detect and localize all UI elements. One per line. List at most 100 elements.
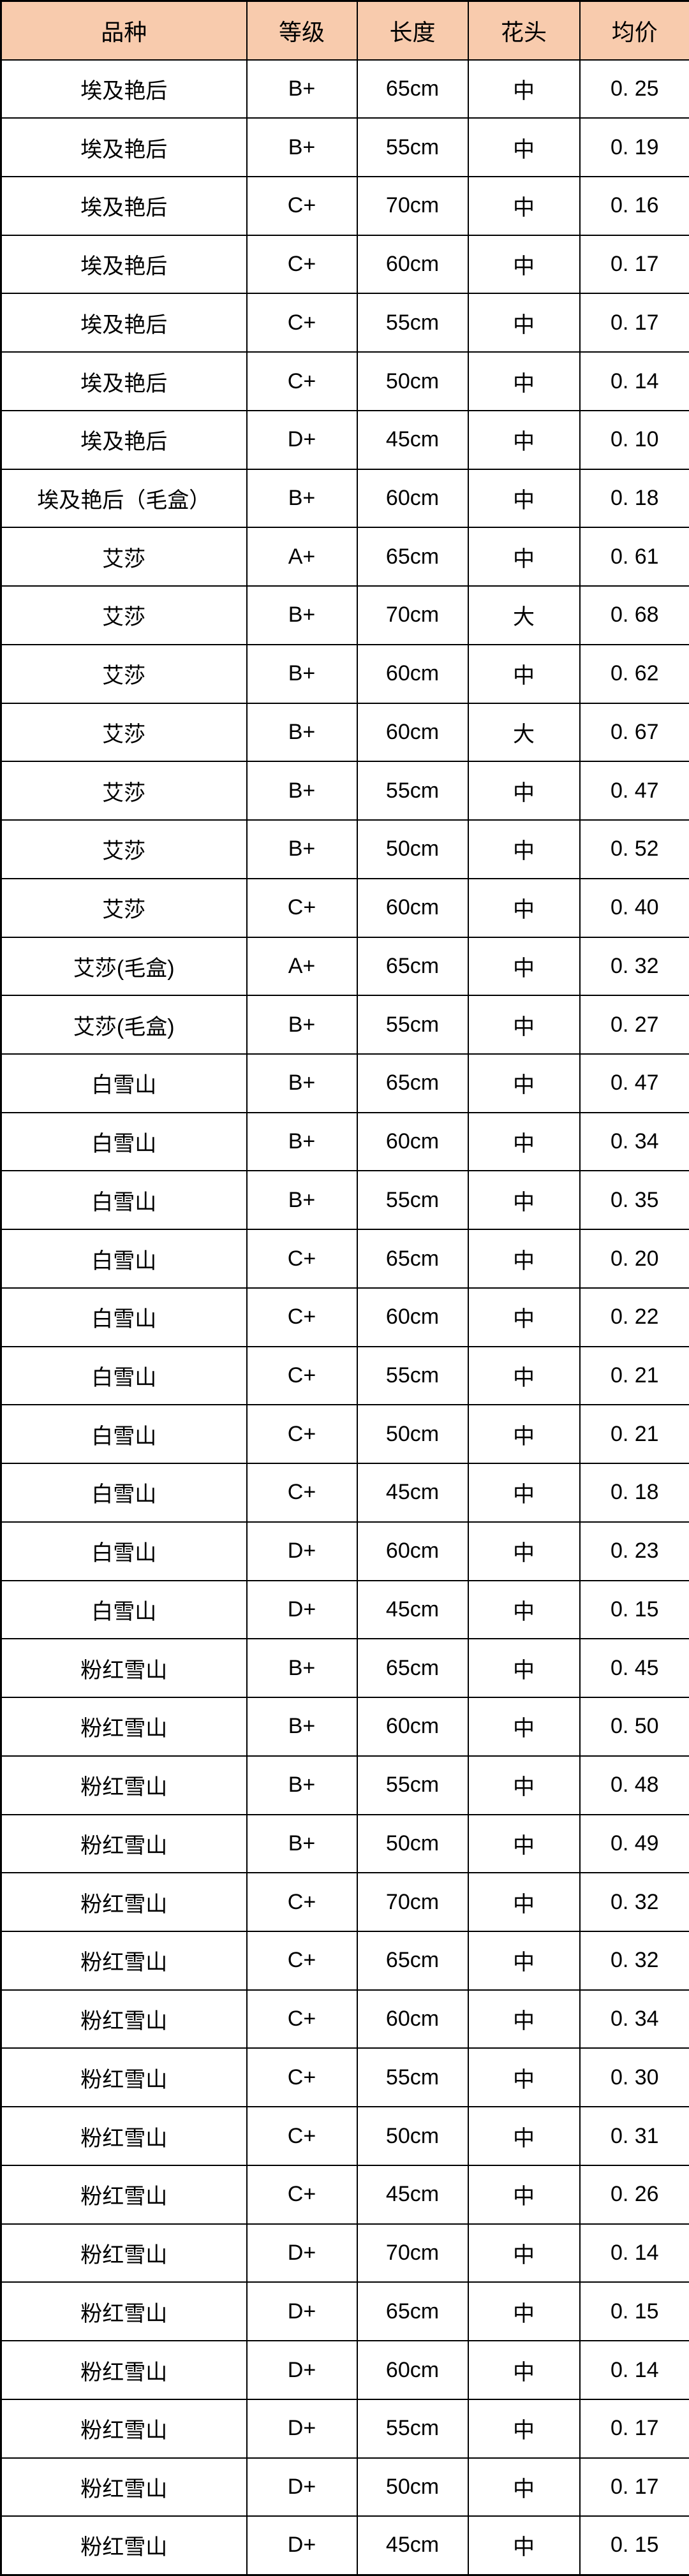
cell-variety: 粉红雪山 [1,2516,247,2575]
cell-avg-price: 0. 32 [580,1931,689,1990]
cell-length: 60cm [357,235,468,294]
cell-variety: 粉红雪山 [1,2341,247,2399]
cell-variety: 艾莎(毛盒) [1,995,247,1054]
cell-grade: D+ [247,2224,357,2283]
cell-grade: B+ [247,761,357,820]
cell-length: 45cm [357,2165,468,2224]
cell-variety: 埃及艳后 [1,60,247,119]
cell-length: 55cm [357,293,468,352]
cell-avg-price: 0. 45 [580,1639,689,1697]
cell-length: 60cm [357,703,468,762]
cell-variety: 白雪山 [1,1522,247,1581]
cell-variety: 粉红雪山 [1,2107,247,2165]
cell-avg-price: 0. 52 [580,820,689,879]
cell-grade: B+ [247,1054,357,1113]
cell-grade: C+ [247,2165,357,2224]
cell-grade: C+ [247,177,357,235]
cell-length: 65cm [357,1639,468,1697]
cell-length: 45cm [357,2516,468,2575]
cell-avg-price: 0. 34 [580,1113,689,1171]
cell-grade: C+ [247,2107,357,2165]
cell-avg-price: 0. 18 [580,469,689,528]
cell-length: 50cm [357,352,468,411]
cell-flower-head: 中 [468,1990,580,2049]
cell-avg-price: 0. 17 [580,293,689,352]
cell-length: 60cm [357,2341,468,2399]
cell-avg-price: 0. 10 [580,411,689,469]
cell-grade: B+ [247,995,357,1054]
cell-grade: C+ [247,1405,357,1463]
cell-variety: 艾莎(毛盒) [1,937,247,996]
cell-variety: 埃及艳后 [1,118,247,177]
cell-variety: 粉红雪山 [1,2165,247,2224]
cell-flower-head: 中 [468,527,580,586]
cell-avg-price: 0. 17 [580,2458,689,2517]
cell-flower-head: 中 [468,1054,580,1113]
cell-flower-head: 中 [468,1288,580,1347]
cell-length: 60cm [357,1990,468,2049]
cell-avg-price: 0. 27 [580,995,689,1054]
cell-flower-head: 中 [468,1229,580,1288]
cell-grade: B+ [247,1171,357,1229]
cell-flower-head: 中 [468,235,580,294]
cell-length: 65cm [357,60,468,119]
cell-avg-price: 0. 48 [580,1756,689,1815]
cell-avg-price: 0. 32 [580,937,689,996]
cell-variety: 粉红雪山 [1,1931,247,1990]
cell-grade: B+ [247,118,357,177]
cell-flower-head: 中 [468,1931,580,1990]
cell-length: 70cm [357,1873,468,1931]
cell-avg-price: 0. 26 [580,2165,689,2224]
cell-flower-head: 中 [468,879,580,937]
cell-variety: 粉红雪山 [1,1639,247,1697]
cell-flower-head: 中 [468,820,580,879]
cell-flower-head: 中 [468,2224,580,2283]
cell-avg-price: 0. 35 [580,1171,689,1229]
cell-length: 55cm [357,761,468,820]
cell-variety: 粉红雪山 [1,1815,247,1873]
cell-flower-head: 大 [468,586,580,645]
cell-variety: 白雪山 [1,1581,247,1639]
cell-avg-price: 0. 47 [580,1054,689,1113]
cell-length: 50cm [357,1405,468,1463]
cell-flower-head: 中 [468,645,580,703]
cell-grade: C+ [247,352,357,411]
cell-variety: 白雪山 [1,1054,247,1113]
cell-flower-head: 中 [468,1756,580,1815]
cell-length: 55cm [357,1347,468,1405]
cell-flower-head: 中 [468,118,580,177]
cell-avg-price: 0. 22 [580,1288,689,1347]
cell-grade: C+ [247,1873,357,1931]
cell-flower-head: 中 [468,352,580,411]
cell-flower-head: 中 [468,293,580,352]
cell-length: 70cm [357,177,468,235]
cell-flower-head: 中 [468,2341,580,2399]
cell-flower-head: 中 [468,2282,580,2341]
column-header-variety: 品种 [1,1,247,60]
cell-flower-head: 中 [468,1463,580,1522]
cell-variety: 粉红雪山 [1,2048,247,2107]
